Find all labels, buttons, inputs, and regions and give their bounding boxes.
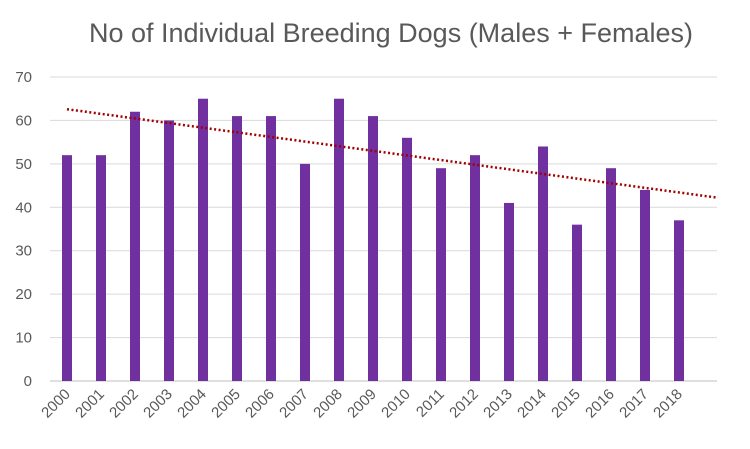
y-tick-label: 40 — [15, 199, 32, 216]
bar — [232, 116, 242, 381]
bar — [198, 98, 208, 381]
bar — [470, 155, 480, 381]
x-tick-label: 2010 — [378, 386, 414, 422]
x-tick-label: 2018 — [650, 386, 686, 422]
trendline-path — [66, 107, 717, 199]
y-tick-label: 50 — [15, 156, 32, 173]
x-tick-label: 2005 — [208, 386, 244, 422]
x-tick-label: 2002 — [106, 386, 142, 422]
x-tick-label: 2000 — [38, 386, 74, 422]
gridlines — [50, 76, 717, 382]
x-tick-label: 2013 — [480, 386, 516, 422]
x-tick-label: 2014 — [514, 386, 550, 422]
y-tick-label: 0 — [24, 373, 32, 390]
bar — [538, 146, 548, 381]
x-tick-label: 2015 — [548, 386, 584, 422]
x-tick-label: 2006 — [242, 386, 278, 422]
bar — [62, 155, 72, 381]
bar — [402, 137, 412, 381]
bar — [572, 224, 582, 381]
x-tick-label: 2017 — [616, 386, 652, 422]
bar — [368, 116, 378, 381]
bar — [606, 168, 616, 381]
y-tick-label: 10 — [15, 330, 32, 347]
trendline — [66, 107, 717, 199]
x-tick-label: 2001 — [72, 386, 108, 422]
x-tick-label: 2003 — [140, 386, 176, 422]
y-tick-label: 30 — [15, 243, 32, 260]
bar — [334, 98, 344, 381]
bar — [164, 120, 174, 381]
bar — [130, 111, 140, 381]
x-tick-label: 2007 — [276, 386, 312, 422]
x-axis: 2000200120022003200420052006200720082009… — [38, 386, 686, 422]
bar — [640, 189, 650, 381]
bar — [674, 220, 684, 381]
y-tick-label: 70 — [15, 69, 32, 86]
bar — [436, 168, 446, 381]
chart-title: No of Individual Breeding Dogs (Males + … — [88, 18, 694, 48]
x-tick-label: 2008 — [310, 386, 346, 422]
x-tick-label: 2012 — [446, 386, 482, 422]
x-tick-label: 2016 — [582, 386, 618, 422]
bar — [96, 155, 106, 381]
x-tick-label: 2011 — [413, 386, 448, 421]
y-tick-label: 60 — [15, 112, 32, 129]
x-tick-label: 2009 — [344, 386, 380, 422]
bar — [504, 202, 514, 381]
x-tick-label: 2004 — [174, 386, 210, 422]
bars — [62, 98, 684, 381]
bar — [300, 163, 310, 381]
y-axis: 0 10 20 30 40 50 60 70 — [15, 69, 32, 390]
y-tick-label: 20 — [15, 286, 32, 303]
bar — [266, 116, 276, 381]
